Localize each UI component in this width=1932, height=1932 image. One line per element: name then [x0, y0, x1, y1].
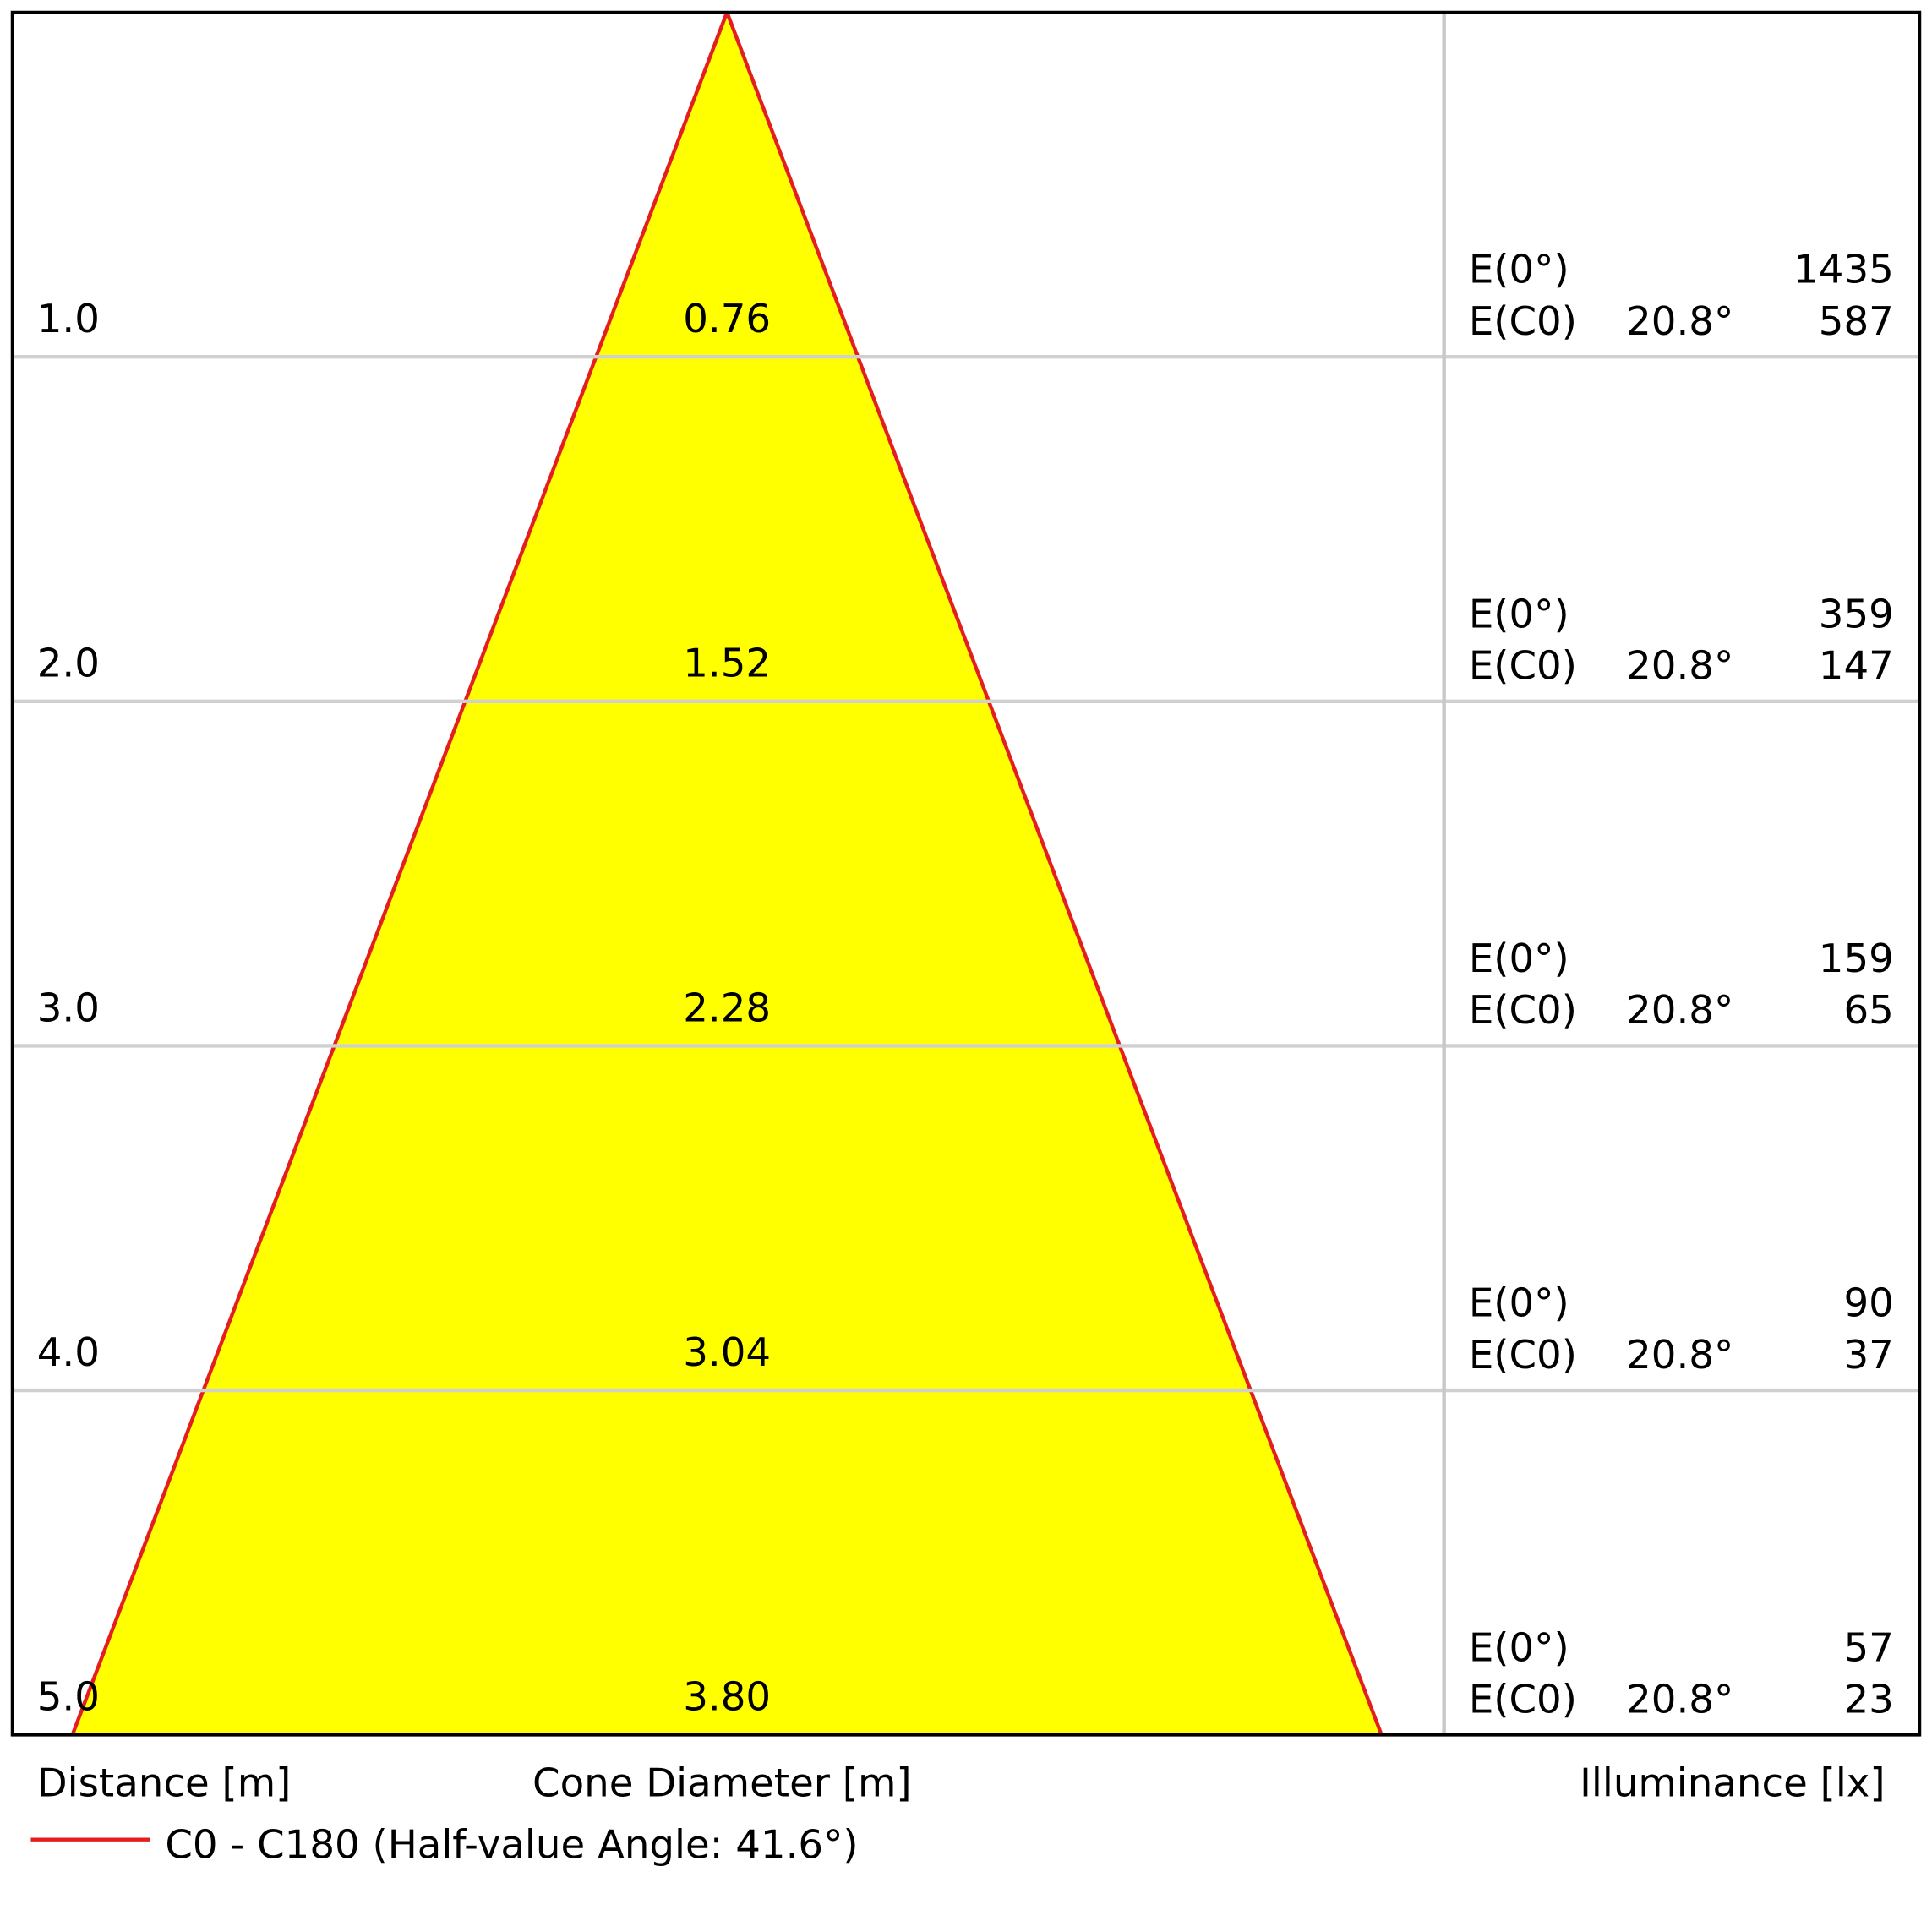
diameter-label: 3.80 [683, 1675, 771, 1721]
cone-layer [70, 11, 1384, 1736]
e0-value: 359 [1819, 592, 1894, 637]
distance-label: 5.0 [37, 1675, 100, 1721]
frame [10, 10, 1922, 1737]
cone-edge [70, 11, 729, 1736]
e0-label: E(0°) [1469, 1625, 1569, 1671]
ec0-angle: 20.8° [1626, 1677, 1733, 1722]
distance-label: 1.0 [37, 297, 100, 342]
e0-label: E(0°) [1469, 1281, 1569, 1327]
x-label-left: Distance [m] [37, 1761, 292, 1807]
ec0-value: 587 [1819, 299, 1894, 345]
ec0-label: E(C0) [1469, 299, 1577, 345]
diameter-label: 3.04 [683, 1330, 771, 1376]
cone-edge [725, 11, 1384, 1736]
x-label-center: Cone Diameter [m] [532, 1761, 912, 1807]
ec0-angle: 20.8° [1626, 1333, 1733, 1378]
ec0-value: 37 [1843, 1333, 1893, 1378]
ec0-label: E(C0) [1469, 644, 1577, 690]
ec0-label: E(C0) [1469, 988, 1577, 1034]
diameter-label: 1.52 [683, 641, 771, 687]
e0-label: E(0°) [1469, 592, 1569, 637]
ec0-label: E(C0) [1469, 1677, 1577, 1722]
diameter-label: 0.76 [683, 297, 771, 342]
x-label-right: Illuminance [lx] [1580, 1761, 1885, 1807]
e0-value: 159 [1819, 936, 1894, 982]
ec0-angle: 20.8° [1626, 299, 1733, 345]
distance-label: 3.0 [37, 985, 100, 1031]
distance-label: 4.0 [37, 1330, 100, 1376]
ec0-value: 147 [1819, 644, 1894, 690]
diameter-label: 2.28 [683, 985, 771, 1031]
text-layer: 1.0 0.76 E(0°) 1435 E(C0) 20.8° 587 2.0 1.52 E(0°… [37, 248, 1894, 1723]
ec0-label: E(C0) [1469, 1333, 1577, 1378]
e0-label: E(0°) [1469, 248, 1569, 293]
e0-value: 90 [1843, 1281, 1893, 1327]
distance-label: 2.0 [37, 641, 100, 687]
ec0-angle: 20.8° [1626, 988, 1733, 1034]
ec0-value: 65 [1843, 988, 1893, 1034]
e0-value: 1435 [1793, 248, 1894, 293]
cone [72, 12, 1382, 1735]
ec0-value: 23 [1843, 1677, 1893, 1722]
e0-value: 57 [1843, 1625, 1893, 1671]
ec0-angle: 20.8° [1626, 644, 1733, 690]
legend-label: C0 - C180 (Half-value Angle: 41.6°) [165, 1823, 858, 1869]
e0-label: E(0°) [1469, 936, 1569, 982]
